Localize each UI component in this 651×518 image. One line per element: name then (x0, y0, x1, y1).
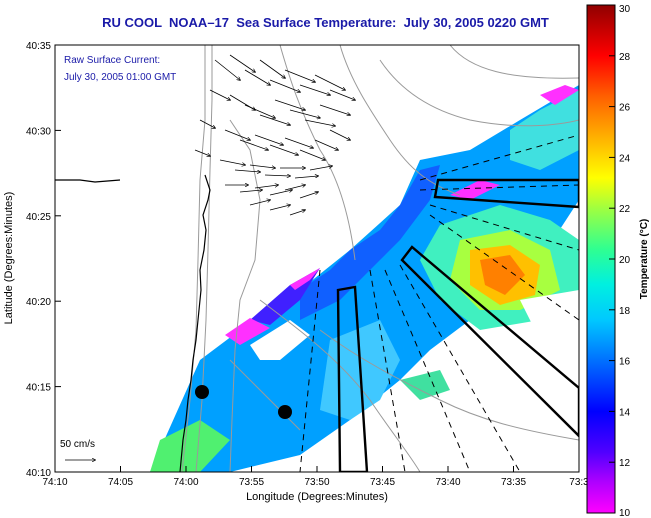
colorbar-tick-label: 26 (619, 103, 631, 114)
legend-line-2: July 30, 2005 01:00 GMT (64, 72, 176, 83)
x-tick-label: 74:00 (173, 477, 198, 488)
colorbar-tick-label: 28 (619, 52, 631, 63)
study-boxes (336, 178, 579, 472)
colorbar-tick-label: 18 (619, 306, 631, 317)
y-tick-label: 40:15 (26, 383, 51, 394)
colorbar-tick-label: 22 (619, 204, 631, 215)
coastline (55, 174, 211, 472)
x-tick-label: 73:45 (370, 477, 395, 488)
y-tick-label: 40:25 (26, 212, 51, 223)
colorbar-ticks: 30 28 26 24 22 20 18 16 14 12 10 (609, 4, 631, 518)
colorbar-tick-label: 24 (619, 153, 631, 164)
x-tick-label: 73:35 (501, 477, 526, 488)
colorbar-tick-label: 16 (619, 357, 631, 368)
colorbar-tick-label: 30 (619, 4, 631, 15)
colorbar-tick-label: 12 (619, 458, 631, 469)
y-tick-label: 40:20 (26, 297, 51, 308)
mooring-marker (278, 405, 292, 419)
y-axis-label: Latitude (Degrees:Minutes) (3, 192, 15, 325)
x-tick-label: 73:50 (304, 477, 329, 488)
transect-lines (299, 134, 579, 472)
x-tick-label: 74:10 (42, 477, 67, 488)
current-vectors (194, 54, 355, 216)
y-tick-label: 40:35 (26, 41, 51, 52)
colorbar-tick-label: 14 (619, 407, 631, 418)
x-tick-label: 73:55 (239, 477, 264, 488)
x-ticks: 74:10 74:05 74:00 73:55 73:50 73:45 73:40 73:35… (42, 466, 589, 488)
legend-line-1: Raw Surface Current: (64, 55, 160, 66)
map-title: RU COOL NOAA–17 Sea Surface Temperature:… (102, 15, 549, 30)
bathymetry-contours (181, 45, 579, 472)
colorbar-label: Temperature (°C) (639, 219, 650, 300)
y-ticks: 40:35 40:30 40:25 40:20 40:15 40:10 (26, 41, 61, 479)
y-tick-label: 40:30 (26, 126, 51, 137)
x-tick-label: 73:3 (569, 477, 589, 488)
colorbar-tick-label: 20 (619, 255, 631, 266)
mooring-marker (195, 385, 209, 399)
plot-area (55, 45, 579, 472)
x-tick-label: 74:05 (108, 477, 133, 488)
y-tick-label: 40:10 (26, 468, 51, 479)
x-axis-label: Longitude (Degrees:Minutes) (246, 491, 388, 503)
colorbar-tick-label: 10 (619, 508, 631, 518)
scale-label: 50 cm/s (60, 439, 95, 450)
x-tick-label: 73:40 (435, 477, 460, 488)
